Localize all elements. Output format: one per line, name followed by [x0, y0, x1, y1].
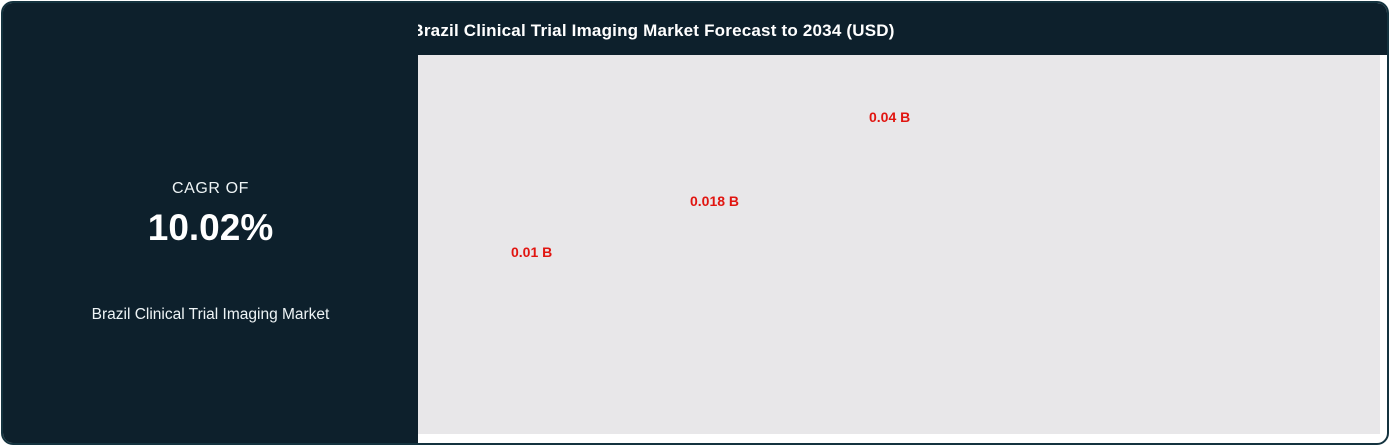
data-label-point-2: 0.018 B	[690, 193, 740, 209]
cagr-label: CAGR OF	[171, 180, 250, 197]
cagr-panel: CAGR OF 10.02% Brazil Clinical Trial Ima…	[3, 3, 418, 443]
chart-title: Brazil Clinical Trial Imaging Market For…	[411, 21, 895, 40]
market-name-label: Brazil Clinical Trial Imaging Market	[91, 306, 330, 323]
data-label-point-1: 0.01 B	[511, 244, 553, 260]
data-label-point-3: 0.04 B	[869, 109, 911, 125]
plot-area: 0.01 B 0.018 B 0.04 B	[418, 55, 1380, 434]
cagr-value: 10.02%	[147, 207, 274, 248]
